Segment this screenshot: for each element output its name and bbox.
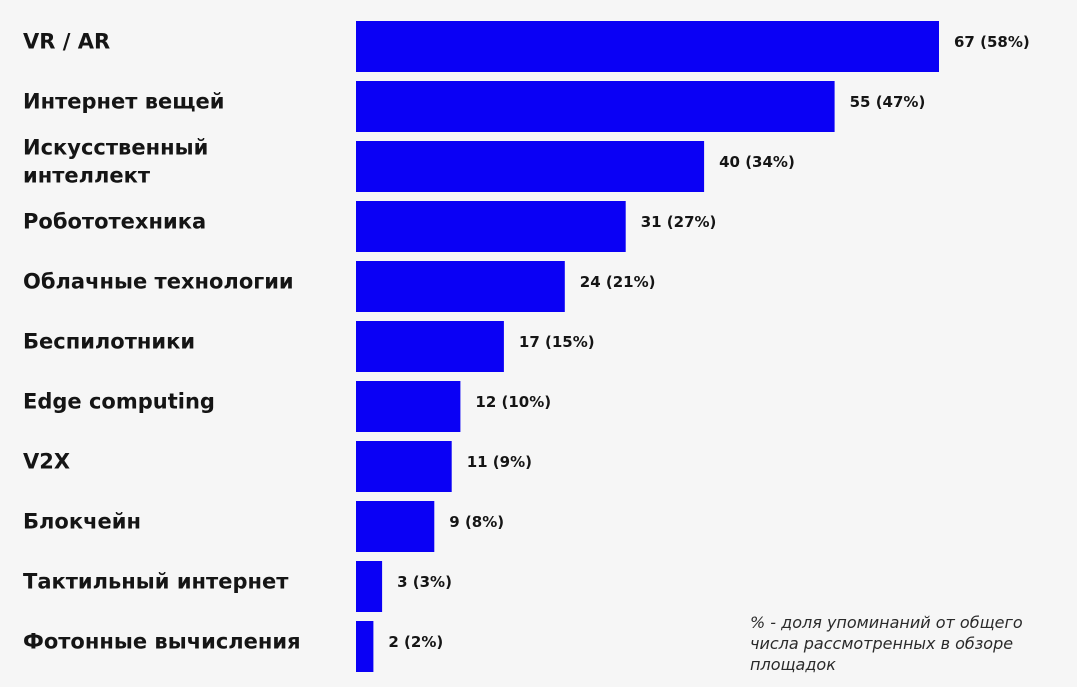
category-label-7: V2X [23,450,70,474]
value-label-1: 55 (47%) [850,93,926,111]
value-label-0: 67 (58%) [954,33,1030,51]
footnote: % - доля упоминаний от общего числа расс… [750,613,1023,674]
value-label-8: 9 (8%) [449,513,504,531]
bar-3 [356,201,626,252]
category-label-3: Робототехника [23,210,206,234]
category-label-1: Интернет вещей [23,90,224,114]
value-label-10: 2 (2%) [388,633,443,651]
category-label-6: Edge computing [23,390,215,414]
bar-9 [356,561,383,612]
category-label-5: Беспилотники [23,330,195,354]
category-label-8: Блокчейн [23,510,141,534]
value-label-3: 31 (27%) [641,213,717,231]
category-label-2: Искусственный интеллект [23,136,208,188]
bar-5 [356,321,504,372]
value-label-4: 24 (21%) [580,273,656,291]
category-label-10: Фотонные вычисления [23,630,301,654]
bar-7 [356,441,452,492]
value-label-6: 12 (10%) [475,393,551,411]
bar-10 [356,621,374,672]
value-label-7: 11 (9%) [467,453,532,471]
category-label-0: VR / AR [23,30,110,54]
category-label-4: Облачные технологии [23,270,294,294]
bar-8 [356,501,435,552]
value-label-5: 17 (15%) [519,333,595,351]
value-label-9: 3 (3%) [397,573,452,591]
bar-6 [356,381,461,432]
bar-4 [356,261,565,312]
category-label-9: Тактильный интернет [23,570,289,594]
bar-1 [356,81,835,132]
bar-2 [356,141,705,192]
value-label-2: 40 (34%) [719,153,795,171]
bar-0 [356,21,939,72]
